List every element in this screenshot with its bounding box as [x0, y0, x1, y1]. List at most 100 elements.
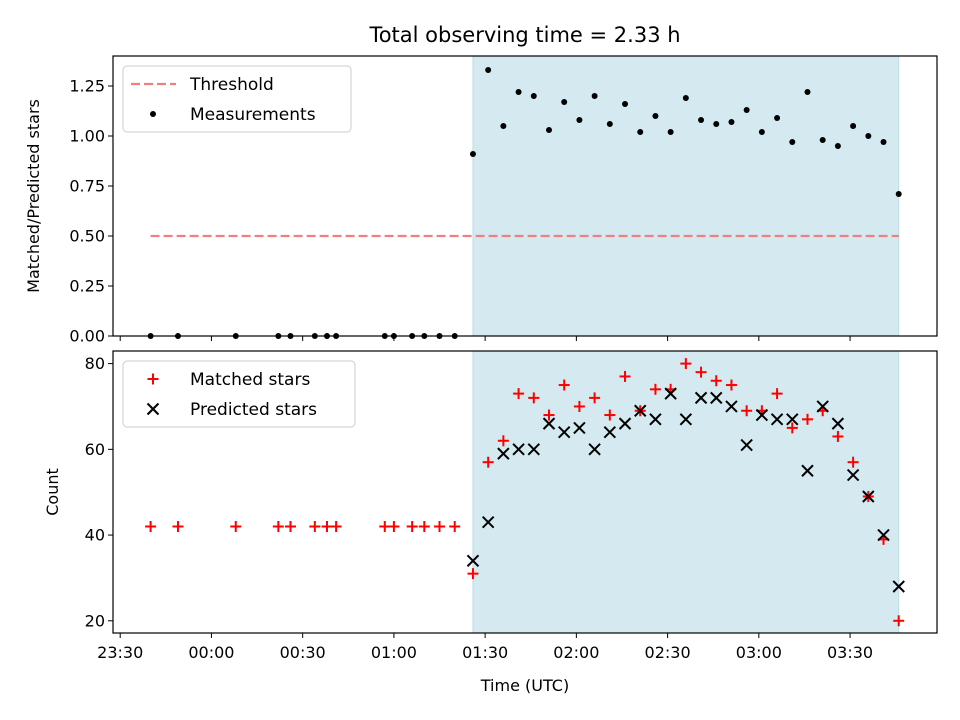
measurement-point [515, 89, 522, 95]
measurement-point [834, 143, 841, 149]
x-tick-label: 01:00 [371, 643, 417, 662]
measurement-point [545, 127, 552, 133]
matched-star-point [449, 520, 461, 532]
cross-b [527, 443, 540, 456]
cross-b [816, 400, 829, 413]
predicted-star-point [664, 387, 677, 400]
measurement-point [606, 121, 613, 127]
measurement-point [865, 133, 872, 139]
y-tick-label: 0.75 [69, 177, 105, 196]
measurement-point [713, 121, 720, 127]
cross-b [603, 425, 617, 439]
y-tick-label: 0.25 [69, 277, 105, 296]
matched-star-point [482, 456, 494, 468]
measurement-point [758, 129, 765, 135]
x-tick-label: 00:30 [280, 643, 326, 662]
predicted-star-point [892, 580, 905, 593]
cross-b [710, 391, 723, 405]
predicted-star-point [588, 443, 601, 456]
measurement-point [743, 107, 750, 113]
measurement-point [880, 139, 887, 145]
y-axis-label: Matched/Predicted stars [24, 99, 43, 293]
cross-b [481, 515, 495, 529]
matched-star-point [573, 400, 585, 412]
matched-star-point [309, 520, 321, 532]
cross-b [801, 464, 814, 477]
matched-star-point [388, 520, 400, 532]
bottom-panel: 23:30 00:00 00:30 01:00 01:30 02:00 02:30 03:00… [43, 350, 938, 662]
measurement-point [485, 67, 492, 73]
legend-box [122, 65, 352, 133]
matched-star-point [285, 520, 297, 532]
chart-title: Total observing time = 2.33 h [368, 23, 680, 47]
cross-b [831, 417, 845, 430]
cross-b [770, 413, 784, 426]
measurement-point [500, 123, 507, 129]
cross-b [846, 468, 860, 482]
x-tick-label: 02:30 [645, 643, 691, 662]
legend-matched-label: Matched stars [190, 370, 310, 390]
legend-predicted-swatch [146, 402, 160, 416]
x-axis-label: Time (UTC) [480, 676, 569, 695]
top-panel: 0.00 0.25 0.50 0.75 1.00 1.25 Matched/Predicte… [24, 55, 938, 346]
measurement-point [667, 129, 674, 135]
predicted-star-point [603, 425, 617, 439]
predicted-star-point [618, 417, 632, 430]
matched-star-point [330, 520, 342, 532]
legend-predicted-label: Predicted stars [190, 400, 317, 420]
measurement-point [591, 93, 598, 99]
matched-star-point [786, 422, 798, 434]
cross-b [634, 404, 647, 417]
predicted-star-point [694, 391, 708, 405]
measurement-point [804, 89, 811, 95]
cross-b [146, 402, 160, 416]
legend-box [122, 360, 356, 428]
y-tick-label: 0.00 [69, 327, 105, 346]
matched-star-point [801, 413, 813, 425]
cross-b [725, 400, 738, 413]
x-tick-label: 01:30 [462, 643, 508, 662]
y-tick-label: 20 [85, 611, 105, 630]
measurement-point [728, 119, 735, 125]
legend-measurements-label: Measurements [190, 105, 316, 125]
measurement-point [682, 95, 689, 101]
matched-star-point [741, 405, 753, 417]
predicted-star-point [816, 400, 829, 413]
cross-b [466, 554, 480, 567]
y-axis-label: Count [43, 468, 62, 516]
matched-star-point [543, 409, 555, 421]
matched-star-point [710, 375, 722, 387]
predicted-star-point [846, 468, 860, 482]
y-tick-label: 80 [85, 354, 105, 373]
matched-star-point [832, 430, 844, 442]
legend-bottom: Matched stars Predicted stars [122, 360, 356, 428]
matched-star-point [619, 370, 631, 382]
x-tick-label: 03:00 [736, 643, 782, 662]
predicted-star-point [786, 413, 799, 426]
matched-star-point [145, 520, 157, 532]
predicted-star-point [831, 417, 845, 430]
measurement-point [789, 139, 796, 145]
matched-star-point [725, 379, 737, 391]
matched-star-point [558, 379, 570, 391]
y-tick-label: 1.25 [69, 77, 105, 96]
cross-b [862, 490, 875, 503]
matched-star-point [497, 435, 509, 447]
measurement-point [530, 93, 537, 99]
y-tick-label: 0.50 [69, 227, 105, 246]
x-tick-label: 03:30 [827, 643, 873, 662]
cross-b [542, 417, 556, 430]
x-tick-label: 02:00 [553, 643, 599, 662]
measurement-point [637, 129, 644, 135]
measurement-point [622, 101, 629, 107]
predicted-star-point [725, 400, 738, 413]
measurement-point [698, 117, 705, 123]
legend-measurements-swatch [150, 111, 156, 117]
cross-b [588, 443, 601, 456]
matched-star-point [604, 409, 616, 421]
y-tick-label: 1.00 [69, 127, 105, 146]
observing-window [472, 350, 900, 634]
matched-star-point [272, 520, 284, 532]
plot-frame [112, 55, 938, 337]
